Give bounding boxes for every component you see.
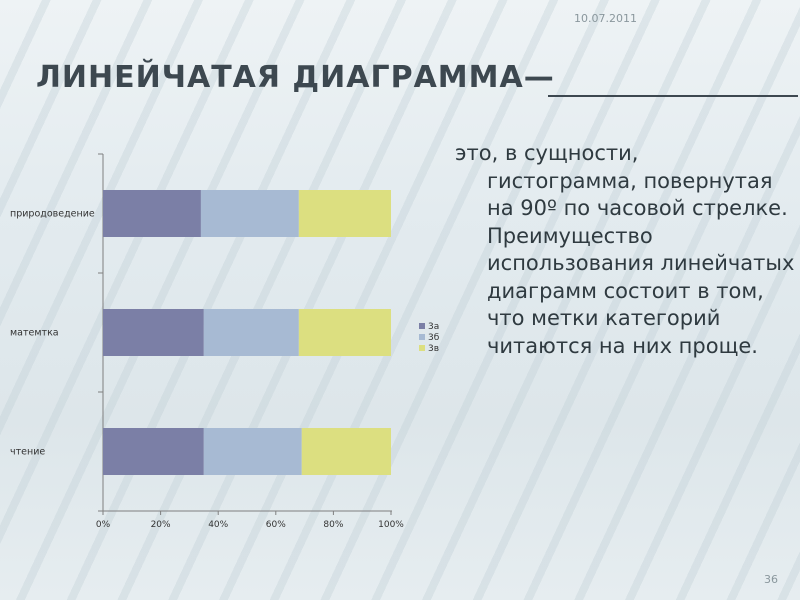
category-label: природоведение bbox=[10, 209, 95, 220]
body-first-line: это, в сущности, bbox=[455, 141, 639, 165]
legend-swatch bbox=[419, 323, 425, 329]
chart-labels: 0% 20% 40% 60% 80% 100% природоведение матемтка… bbox=[10, 209, 404, 531]
legend-swatch bbox=[419, 334, 425, 340]
bar-segment bbox=[301, 428, 391, 475]
bar-segment bbox=[203, 428, 302, 475]
bar-segment bbox=[200, 190, 299, 237]
category-label: матемтка bbox=[10, 328, 59, 339]
legend-label: 3в bbox=[428, 344, 439, 354]
bar-segment bbox=[203, 309, 299, 356]
x-tick-label: 80% bbox=[323, 520, 343, 530]
x-tick-label: 20% bbox=[151, 520, 171, 530]
slide-title-dash: — bbox=[523, 60, 555, 95]
x-tick-label: 0% bbox=[96, 520, 111, 530]
x-tick-label: 40% bbox=[208, 520, 228, 530]
chart-bars bbox=[103, 190, 391, 475]
bar-segment bbox=[103, 309, 204, 356]
x-tick-label: 60% bbox=[266, 520, 286, 530]
page-number: 36 bbox=[764, 573, 778, 586]
body-rest-text: гистограмма, повернутая на 90º по часово… bbox=[487, 168, 795, 358]
slide-title: ЛИНЕЙЧАТАЯ ДИАГРАММА— bbox=[36, 60, 555, 95]
slide-date: 10.07.2011 bbox=[574, 12, 637, 25]
slide-title-text: ЛИНЕЙЧАТАЯ ДИАГРАММА bbox=[36, 60, 524, 95]
bar-segment bbox=[298, 309, 391, 356]
slide-body-text: это, в сущности, гистограмма, повернутая… bbox=[455, 140, 795, 360]
title-underline bbox=[548, 95, 798, 97]
bar-chart: 0% 20% 40% 60% 80% 100% природоведение матемтка… bbox=[10, 153, 440, 531]
bar-segment bbox=[298, 190, 391, 237]
x-tick-label: 100% bbox=[378, 520, 404, 530]
legend-label: 3а bbox=[428, 322, 439, 332]
legend-label: 3б bbox=[428, 333, 440, 343]
bar-segment bbox=[103, 190, 201, 237]
bar-segment bbox=[103, 428, 204, 475]
legend-swatch bbox=[419, 345, 425, 351]
category-label: чтение bbox=[10, 447, 45, 458]
